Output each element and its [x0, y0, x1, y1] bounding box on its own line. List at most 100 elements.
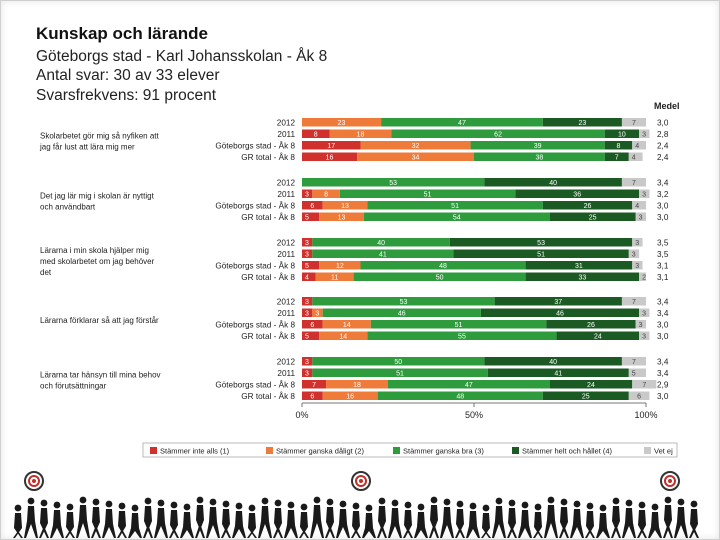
row-label: 2012 [277, 179, 296, 188]
person-silhouette-head [599, 504, 607, 512]
bar-segment [484, 357, 622, 366]
bar-segment [302, 249, 313, 258]
data-label: 14 [339, 334, 347, 341]
person-silhouette-body [585, 511, 595, 538]
data-label: 6 [310, 322, 314, 329]
data-label: 7 [632, 120, 636, 127]
bar-segment [628, 152, 643, 161]
person-silhouette-body [492, 506, 506, 538]
question-label: och förutsättningar [40, 382, 107, 391]
question-label: och användbart [40, 203, 96, 212]
person-silhouette-head [391, 499, 399, 507]
data-label: 48 [439, 263, 447, 270]
data-label: 50 [436, 275, 444, 282]
person-silhouette-body [455, 509, 465, 538]
bar-segment [621, 297, 646, 306]
mean-value: 2,9 [657, 381, 669, 390]
data-label: 3 [632, 252, 636, 259]
bar-segment [621, 118, 646, 127]
row-label: 2011 [277, 309, 295, 318]
person-silhouette-body [154, 508, 168, 538]
mean-value: 3,0 [657, 332, 669, 341]
bar-segment [549, 212, 636, 221]
mean-value: 3,0 [657, 213, 669, 222]
data-label: 25 [589, 215, 597, 222]
mean-value: 3,4 [657, 358, 669, 367]
person-silhouette-head [339, 500, 347, 508]
bar-segment [322, 201, 368, 210]
data-label: 10 [618, 132, 626, 139]
data-label: 12 [336, 263, 344, 270]
person-silhouette-head [664, 496, 672, 504]
person-silhouette-head [586, 502, 594, 510]
bar-segment [302, 238, 313, 247]
bar-segment [357, 152, 474, 161]
bar-segment [312, 308, 323, 317]
person-silhouette-head [170, 501, 178, 509]
data-label: 40 [549, 359, 557, 366]
bar-segment [474, 152, 605, 161]
person-silhouette-body [559, 507, 569, 538]
person-silhouette-body [570, 509, 584, 538]
person-silhouette-head [573, 500, 581, 508]
data-label: 4 [632, 155, 636, 162]
row-label: Göteborgs stad - Åk 8 [215, 320, 295, 330]
data-label: 3 [305, 192, 309, 199]
data-label: 3 [305, 311, 309, 318]
bar-segment [621, 357, 646, 366]
bar-segment [525, 261, 633, 270]
person-silhouette-body [351, 511, 361, 538]
bar-segment [546, 320, 636, 329]
data-label: 53 [389, 180, 397, 187]
person-silhouette-body [143, 506, 153, 538]
data-label: 6 [637, 394, 641, 401]
row-label: 2011 [277, 369, 295, 378]
person-silhouette-body [648, 512, 662, 538]
row-label: 2011 [277, 130, 295, 139]
data-label: 24 [594, 334, 602, 341]
person-silhouette-head [196, 496, 204, 504]
person-silhouette-head [443, 498, 451, 506]
mean-value: 3,4 [657, 369, 669, 378]
data-label: 51 [451, 203, 459, 210]
data-label: 7 [312, 382, 316, 389]
question-label: med skolarbetet om jag behöver [40, 257, 155, 266]
bar-segment [302, 320, 323, 329]
person-silhouette-body [622, 508, 636, 538]
data-label: 3 [305, 359, 309, 366]
bar-segment [302, 272, 316, 281]
bar-segment [326, 380, 388, 389]
bar-segment [363, 212, 550, 221]
x-tick-label: 100% [634, 410, 657, 420]
data-label: 36 [573, 192, 581, 199]
bar-segment [480, 308, 640, 317]
legend-swatch [150, 447, 157, 454]
person-silhouette-head [261, 497, 269, 505]
bar-segment [639, 189, 650, 198]
data-label: 3 [635, 263, 639, 270]
data-label: 8 [617, 143, 621, 150]
data-label: 24 [587, 382, 595, 389]
person-silhouette-body [24, 506, 38, 538]
data-label: 51 [396, 371, 404, 378]
person-silhouette-head [430, 496, 438, 504]
row-label: GR total - Åk 8 [241, 152, 295, 162]
mean-value: 3,1 [657, 262, 669, 271]
data-label: 3 [305, 252, 309, 259]
data-label: 47 [458, 120, 466, 127]
person-silhouette-head [92, 498, 100, 506]
bar-segment [302, 178, 485, 187]
target-icon-right [660, 471, 680, 491]
person-silhouette-head [508, 499, 516, 507]
data-label: 3 [642, 311, 646, 318]
bar-segment [487, 368, 629, 377]
bar-segment [556, 331, 640, 340]
data-label: 18 [353, 382, 361, 389]
person-silhouette-body [195, 505, 205, 538]
person-silhouette-head [638, 501, 646, 509]
walking-people-silhouettes [13, 496, 699, 538]
person-silhouette-head [521, 501, 529, 509]
x-tick-label: 0% [295, 410, 308, 420]
mean-header: Medel [654, 101, 680, 111]
person-silhouette-head [560, 498, 568, 506]
